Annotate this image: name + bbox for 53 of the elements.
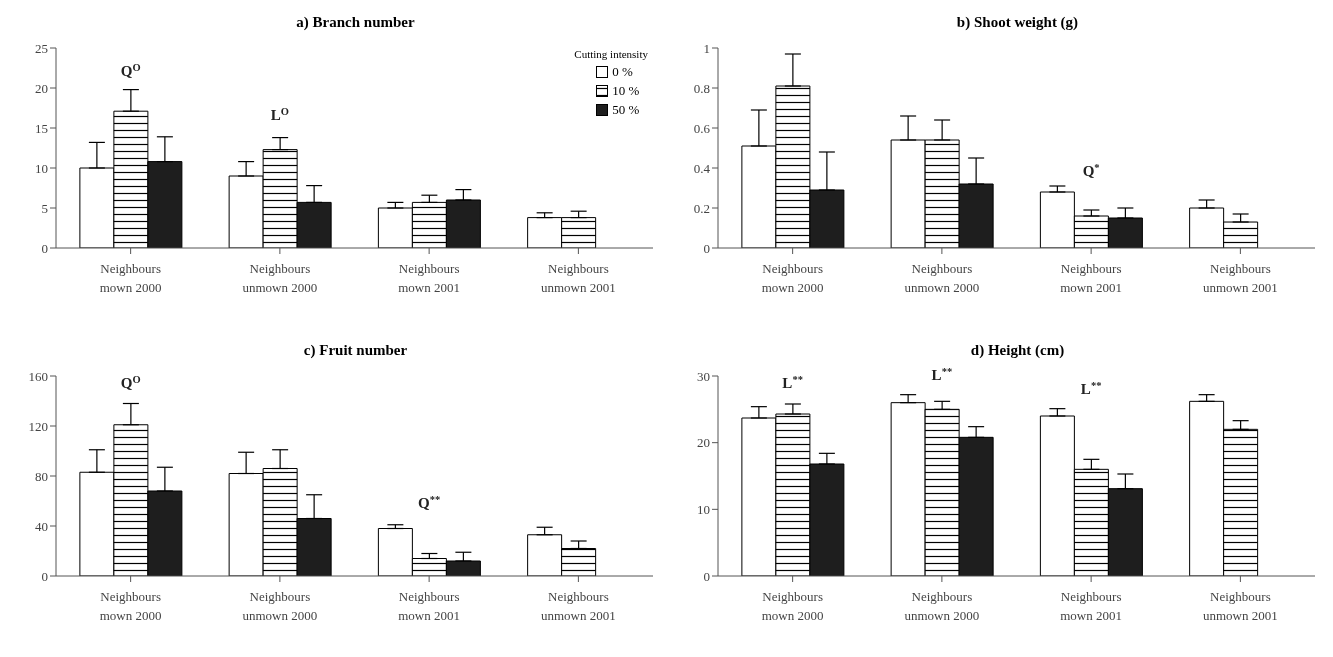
x-tick-label: Neighbours mown 2000 [99, 261, 162, 296]
x-tick-label: Neighbours mown 2001 [398, 261, 460, 296]
y-tick-label: 25 [35, 40, 48, 56]
legend-label: 10 % [612, 82, 640, 99]
x-tick-label: Neighbours mown 2000 [99, 589, 162, 624]
x-tick-label: Neighbours unmown 2000 [242, 589, 318, 624]
annotation: Q$^{O}$ [120, 373, 141, 391]
y-tick-label: 20 [697, 435, 710, 451]
y-tick-label: 0 [703, 568, 710, 584]
x-tick-label: Neighbours unmown 2000 [904, 589, 980, 624]
x-tick-label: Neighbours unmown 2000 [904, 261, 980, 296]
annotation: L$^{**}$ [1080, 379, 1102, 397]
x-tick-label: Neighbours mown 2000 [761, 261, 824, 296]
y-tick-label: 0.6 [693, 120, 711, 136]
annotation: L$^{**}$ [931, 365, 953, 383]
y-tick-label: 160 [28, 368, 48, 384]
y-tick-label: 0.2 [693, 200, 710, 216]
y-tick-label: 0 [41, 240, 48, 256]
x-tick-label: Neighbours mown 2000 [761, 589, 824, 624]
y-tick-label: 120 [28, 418, 48, 434]
x-tick-label: Neighbours unmown 2001 [1203, 589, 1278, 624]
x-tick-label: Neighbours mown 2001 [398, 589, 460, 624]
y-tick-label: 80 [35, 468, 48, 484]
y-tick-label: 1 [703, 40, 710, 56]
chart-title: c) Fruit number [302, 341, 409, 360]
y-tick-label: 5 [41, 200, 48, 216]
x-tick-label: Neighbours mown 2001 [1060, 261, 1122, 296]
x-tick-label: Neighbours unmown 2000 [242, 261, 318, 296]
y-tick-label: 0.4 [693, 160, 711, 176]
y-tick-label: 0.8 [693, 80, 710, 96]
x-tick-label: Neighbours unmown 2001 [541, 589, 616, 624]
annotation: Q$^{O}$ [120, 61, 141, 79]
x-tick-label: Neighbours mown 2001 [1060, 589, 1122, 624]
chart-title: a) Branch number [295, 13, 416, 32]
annotation: L$^{**}$ [782, 373, 803, 391]
y-tick-label: 30 [697, 368, 710, 384]
annotation: Q$^{*}$ [1082, 161, 1100, 179]
chart-title: b) Shoot weight (g) [955, 13, 1080, 32]
y-tick-label: 40 [35, 518, 48, 534]
y-tick-label: 0 [41, 568, 48, 584]
y-tick-label: 10 [35, 160, 48, 176]
legend-label: 0 % [612, 63, 633, 80]
chart-title: d) Height (cm) [969, 341, 1066, 360]
y-tick-label: 10 [697, 501, 710, 517]
legend-label: 50 % [612, 101, 640, 118]
annotation: Q$^{**}$ [418, 493, 441, 511]
annotation: L$^{O}$ [270, 105, 289, 123]
x-tick-label: Neighbours unmown 2001 [541, 261, 616, 296]
y-tick-label: 0 [703, 240, 710, 256]
y-tick-label: 15 [35, 120, 48, 136]
x-tick-label: Neighbours unmown 2001 [1203, 261, 1278, 296]
y-tick-label: 20 [35, 80, 48, 96]
legend-title: Cutting intensity [574, 48, 648, 60]
